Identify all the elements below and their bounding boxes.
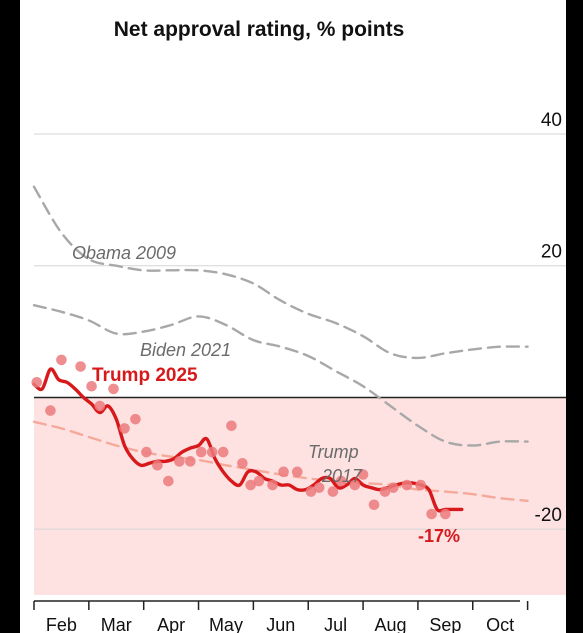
poll-point [327,486,339,497]
poll-point [56,354,67,366]
x-tick-label: Aug [374,615,406,633]
poll-point [426,508,437,520]
x-tick-label: Jul [324,615,347,633]
poll-point [195,446,207,458]
poll-point [415,479,426,491]
poll-point [130,413,141,425]
series-label-trump-2025: Trump 2025 [92,365,198,386]
poll-point [185,456,196,467]
poll-point [206,446,218,458]
poll-point [313,482,325,493]
series-label-trump-2017-line1: Trump [308,442,359,462]
x-tick-label: Sep [429,615,461,633]
poll-point [119,423,130,434]
poll-point [291,466,303,478]
gridlines [34,133,566,530]
poll-point [335,475,347,487]
y-tick-label: 40 [541,110,562,131]
x-tick-label: Jun [266,615,295,633]
series-label-biden-2021: Biden 2021 [140,340,231,360]
poll-point [379,486,391,497]
poll-point [253,475,265,487]
y-tick-label: -20 [535,505,562,526]
poll-point [94,400,106,412]
poll-point [440,508,451,520]
poll-point [357,469,369,480]
x-tick-label: May [209,615,243,633]
poll-point [174,456,185,467]
x-axis: Feb Mar Apr May Jun Jul Aug Sep Oct [33,600,529,633]
poll-point [401,479,413,491]
poll-point [387,482,399,493]
poll-point [217,446,229,458]
poll-point [278,466,289,478]
series-label-obama-2009: Obama 2009 [72,243,176,263]
poll-point [108,383,119,395]
series-biden-2021 [32,304,529,447]
series-label-trump-2017-line2: 2017 [321,466,363,486]
chart-title: Net approval rating, % points [114,18,405,41]
chart-frame: Feb Mar Apr May Jun Jul Aug Sep Oct 40 20 -20 Net … [20,0,566,633]
poll-point [305,486,317,497]
approval-chart: Feb Mar Apr May Jun Jul Aug Sep Oct 40 20 -20 Net … [31,18,566,633]
poll-point [31,376,43,388]
y-tick-label: 20 [541,242,562,263]
trump-2025-points [31,354,451,520]
poll-point [226,420,237,432]
poll-point [237,457,248,469]
x-tick-label: Feb [46,615,77,633]
series-obama-2009 [32,185,529,360]
poll-point [45,405,56,416]
poll-point [349,479,361,491]
x-tick-label: Mar [101,615,132,633]
x-tick-label: Apr [157,615,185,633]
poll-point [267,479,278,491]
poll-point [75,361,86,372]
poll-point [86,380,97,392]
end-value-label: -17% [418,526,460,546]
poll-point [245,479,256,491]
poll-point [163,475,174,487]
y-tick-labels: 40 20 -20 [535,110,562,526]
poll-point [141,446,152,458]
x-tick-label: Oct [486,615,514,633]
poll-point [152,459,163,471]
poll-point [368,499,380,511]
